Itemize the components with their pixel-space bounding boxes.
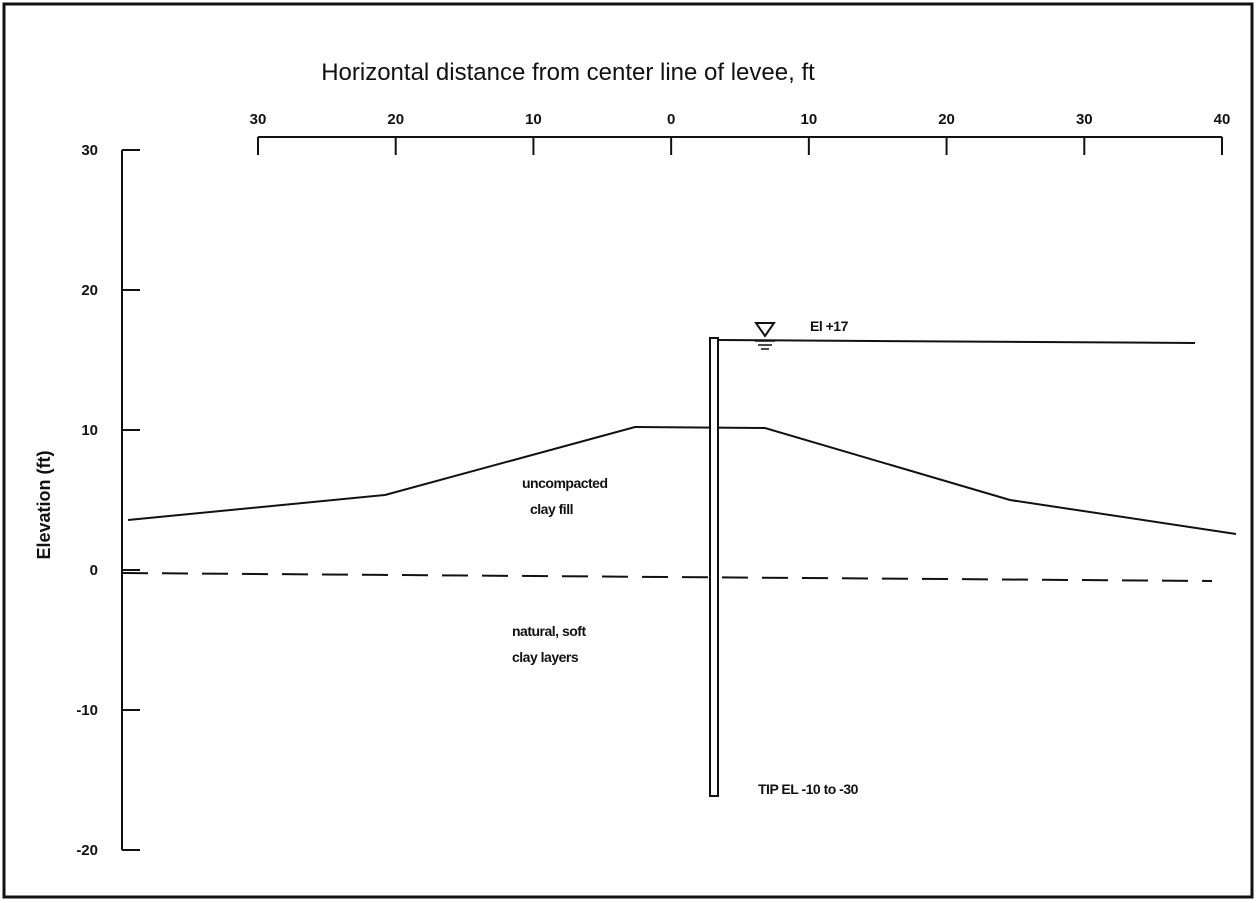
tick-label: 10 [81, 422, 98, 439]
annotation: uncompacted [522, 475, 608, 491]
tick-label: 10 [801, 111, 818, 128]
tick-label: 30 [1076, 111, 1093, 128]
water-line [717, 339, 1196, 344]
tick-label: 20 [387, 111, 404, 128]
tick-label: 30 [250, 111, 267, 128]
ground-surface [127, 425, 1237, 535]
title: Horizontal distance from center line of … [321, 59, 815, 86]
tick-label: 20 [938, 111, 955, 128]
annotation: natural, soft [512, 623, 586, 639]
tick-label: -20 [76, 842, 98, 859]
tick-label: 0 [90, 562, 98, 579]
tick-label: 30 [81, 142, 98, 159]
fill-boundary [121, 572, 1213, 582]
top-axis: 30 20 10 0 10 20 30 40 [250, 111, 1231, 155]
annotation: clay fill [530, 501, 573, 517]
tick-label: -10 [76, 702, 98, 719]
tick-label: 40 [1214, 111, 1231, 128]
sheet-pile [709, 337, 719, 797]
annotation: TIP EL -10 to -30 [758, 781, 859, 797]
y-axis-label: Elevation (ft) [34, 450, 54, 559]
annotation: El +17 [810, 318, 849, 334]
tick-label: 20 [81, 282, 98, 299]
tick-label: 0 [667, 111, 675, 128]
tick-label: 10 [525, 111, 542, 128]
water-symbol [754, 322, 776, 338]
annotation: clay layers [512, 649, 579, 665]
left-axis: 30 20 10 0 -10 -20 [76, 142, 140, 859]
